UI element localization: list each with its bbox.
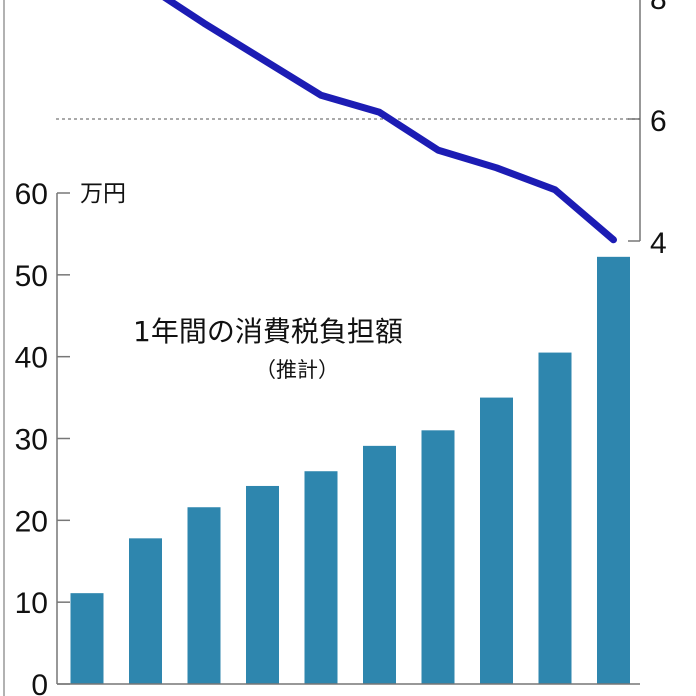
right-tick-label: 8	[650, 0, 667, 16]
bar-6	[363, 445, 396, 684]
left-tick-label: 30	[15, 424, 48, 457]
bar-5	[304, 471, 338, 684]
chart-title: 1年間の消費税負担額	[133, 315, 403, 348]
bar-4	[246, 485, 279, 684]
line-group	[162, 0, 617, 244]
bar-9	[538, 352, 572, 684]
bar-8	[480, 397, 513, 684]
bar-7	[421, 430, 455, 684]
line-series	[162, 0, 617, 244]
left-tick-label: 0	[31, 669, 48, 696]
right-tick-label: 6	[650, 105, 667, 138]
bar-2	[129, 538, 162, 684]
chart-subtitle: （推計）	[255, 358, 339, 382]
bars-group	[70, 256, 630, 684]
left-tick-label: 10	[15, 587, 48, 620]
right-axis: 4 6 8	[56, 0, 667, 260]
left-axis: 0 10 20 30 40 50 60	[15, 178, 640, 696]
bar-1	[70, 593, 104, 684]
bar-3	[187, 507, 221, 684]
bar-10	[597, 256, 630, 684]
left-tick-label: 40	[15, 342, 48, 375]
left-tick-label: 60	[15, 178, 48, 211]
left-tick-label: 20	[15, 505, 48, 538]
right-tick-label: 4	[650, 227, 667, 260]
left-tick-label: 50	[15, 260, 48, 293]
left-axis-unit: 万円	[80, 181, 126, 207]
